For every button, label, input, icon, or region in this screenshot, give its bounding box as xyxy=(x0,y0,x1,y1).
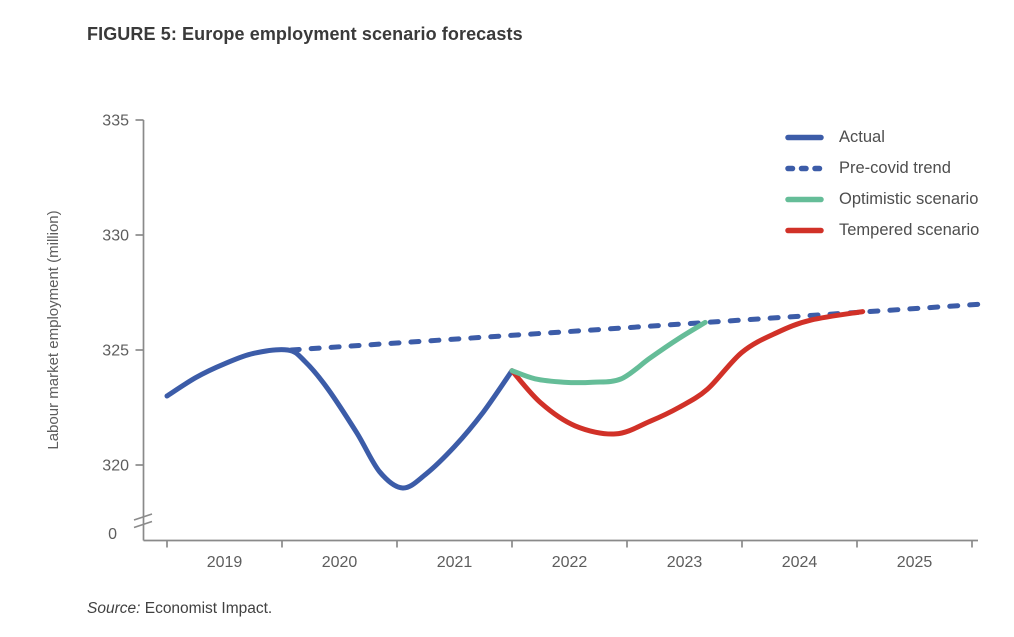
legend-item-tempered: Tempered scenario xyxy=(784,220,979,240)
series-actual xyxy=(164,347,515,491)
legend-label: Pre-covid trend xyxy=(839,158,951,177)
y-tick-label: 325 xyxy=(102,343,129,360)
series-pre-covid-trend xyxy=(288,301,986,353)
y-tick-label: 320 xyxy=(102,458,129,475)
y-tick-label-zero: 0 xyxy=(108,526,117,543)
x-tick-label: 2023 xyxy=(667,554,703,571)
x-tick-label: 2022 xyxy=(552,554,588,571)
x-tick-label: 2024 xyxy=(782,554,818,571)
x-tick-label: 2020 xyxy=(322,554,358,571)
legend: Actual Pre-covid trend Optimistic scenar… xyxy=(784,127,979,240)
source-text: Economist Impact. xyxy=(140,600,273,617)
figure-title: FIGURE 5: Europe employment scenario for… xyxy=(87,24,523,44)
line-swatch-icon xyxy=(785,134,824,140)
legend-label: Tempered scenario xyxy=(839,220,980,239)
y-axis-title: Labour market employment (million) xyxy=(45,210,62,449)
x-tick-label: 2025 xyxy=(897,554,933,571)
legend-item-actual: Actual xyxy=(784,127,979,147)
source-note: Source: Economist Impact. xyxy=(87,600,272,618)
series-tempered-scenario xyxy=(509,309,866,437)
x-tick-label: 2021 xyxy=(437,554,473,571)
series-optimistic-scenario xyxy=(509,319,708,386)
y-tick-label: 335 xyxy=(102,113,129,130)
source-prefix: Source: xyxy=(87,600,141,617)
legend-item-optimistic: Optimistic scenario xyxy=(784,189,979,209)
legend-label: Actual xyxy=(839,127,885,146)
line-swatch-icon xyxy=(785,196,824,202)
y-tick-label: 330 xyxy=(102,228,129,245)
dashed-line-swatch-icon xyxy=(785,165,824,171)
legend-item-precovid-trend: Pre-covid trend xyxy=(784,158,979,178)
line-swatch-icon xyxy=(785,227,824,233)
y-axis-break-icon xyxy=(133,513,153,529)
legend-label: Optimistic scenario xyxy=(839,189,979,208)
x-tick-label: 2019 xyxy=(207,554,243,571)
